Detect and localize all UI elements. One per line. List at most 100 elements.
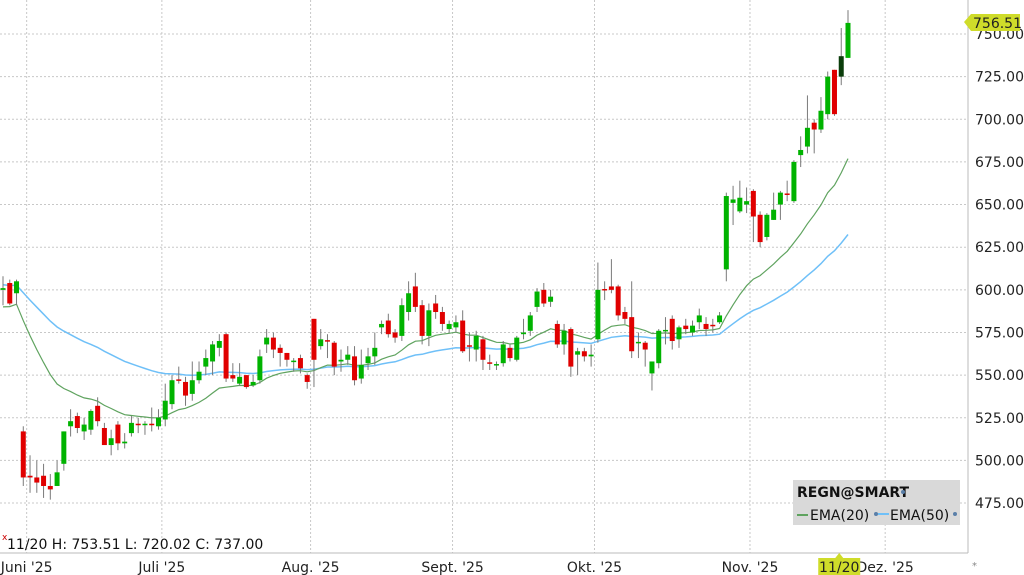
candle-body <box>230 375 236 379</box>
candle-body <box>635 341 641 344</box>
candle <box>439 306 445 331</box>
candle <box>635 332 641 359</box>
candle <box>548 289 554 307</box>
candle-body <box>95 405 101 422</box>
candle <box>0 276 6 306</box>
candle-body <box>527 315 533 331</box>
candle <box>311 318 317 388</box>
candle-body <box>838 56 844 77</box>
y-tick-label: 525.00 <box>975 411 1024 427</box>
candle <box>216 334 222 357</box>
candle <box>717 312 723 324</box>
candle-body <box>831 69 837 115</box>
y-tick-label: 650.00 <box>975 198 1024 214</box>
x-axis: Juni '25 Juli '25 Aug. '25 Sept. '25 Okt. '2… <box>0 560 914 575</box>
candle <box>54 460 60 486</box>
candle-body <box>845 22 851 58</box>
candle <box>575 347 581 376</box>
symbol-settings-icon[interactable] <box>901 490 905 494</box>
candle-body <box>493 364 499 366</box>
candle <box>608 259 614 294</box>
ema20-series <box>2 158 849 419</box>
candle <box>710 318 716 333</box>
candle <box>838 28 844 86</box>
candle-body <box>690 325 696 333</box>
candle-body <box>149 423 155 426</box>
candle <box>379 320 385 335</box>
candle <box>541 283 547 307</box>
candle-body <box>412 286 418 307</box>
candle <box>392 329 398 343</box>
candle-body <box>433 303 439 313</box>
candle <box>656 329 662 369</box>
candle <box>95 397 101 427</box>
candle <box>629 281 635 359</box>
candle <box>331 341 337 376</box>
candle-body <box>128 422 134 434</box>
candle-body <box>744 201 750 205</box>
candle-body <box>155 417 161 427</box>
candle-body <box>791 161 797 202</box>
legend[interactable]: REGN@SMART EMA(20) EMA(50) <box>793 480 960 525</box>
candle <box>20 426 26 486</box>
crosshair-date-tag[interactable]: 11/20 <box>818 553 861 575</box>
candle <box>230 363 236 382</box>
candle-body <box>581 351 587 357</box>
candle <box>750 189 756 243</box>
candle <box>703 317 709 336</box>
candle-body <box>399 305 405 336</box>
candle-body <box>588 354 594 357</box>
candle <box>304 373 310 389</box>
candle <box>81 417 87 440</box>
candle <box>264 329 270 353</box>
legend-ema50[interactable]: EMA(50) <box>890 508 949 524</box>
ema50-settings-icon[interactable] <box>953 512 957 516</box>
candle <box>757 211 763 248</box>
candle <box>514 335 520 362</box>
candle-body <box>608 286 614 290</box>
candle-body <box>284 352 290 360</box>
info-marker-icon: x <box>2 533 8 543</box>
candle-body <box>392 332 398 338</box>
candle <box>237 363 243 386</box>
candle-body <box>210 344 216 362</box>
candle-body <box>825 76 831 115</box>
candle <box>324 334 330 359</box>
y-tick-label: 500.00 <box>975 453 1024 469</box>
candle <box>811 119 817 154</box>
y-tick-label: 700.00 <box>975 112 1024 128</box>
legend-ema20[interactable]: EMA(20) <box>810 508 869 524</box>
candle <box>527 312 533 336</box>
y-tick-label: 575.00 <box>975 325 1024 341</box>
candle <box>14 279 20 306</box>
candle-body <box>487 362 493 364</box>
candle-body <box>257 356 263 381</box>
candle-body <box>419 305 425 336</box>
candle <box>588 344 594 367</box>
candle-body <box>662 329 668 332</box>
candle <box>27 455 33 493</box>
candle <box>318 329 324 350</box>
candle <box>176 366 182 384</box>
candle-body <box>318 339 324 347</box>
candle <box>88 409 94 435</box>
candle-body <box>169 380 175 405</box>
candle-body <box>101 427 107 446</box>
candle-body <box>142 423 148 426</box>
candle <box>223 332 229 382</box>
candle-body <box>122 441 128 444</box>
ema20-settings-icon[interactable] <box>874 512 878 516</box>
candle <box>433 294 439 319</box>
candle-body <box>669 318 675 342</box>
candle-body <box>345 354 351 360</box>
candle <box>149 407 155 432</box>
candle <box>196 361 202 384</box>
candle <box>534 288 540 313</box>
candle <box>784 180 790 202</box>
candle-body <box>61 431 67 464</box>
candle-body <box>575 351 581 355</box>
candle <box>831 69 837 116</box>
x-tick-label: Juli '25 <box>137 560 185 575</box>
candle-body <box>237 376 243 384</box>
